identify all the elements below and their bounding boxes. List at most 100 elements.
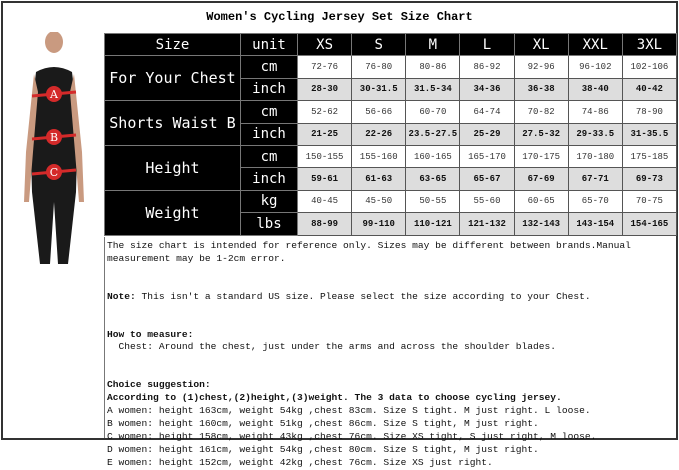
page-title: Women's Cycling Jersey Set Size Chart [206,10,473,24]
value-cell: 143-154 [567,212,623,236]
model-head [45,32,63,53]
chart-frame [1,1,678,440]
marker-c: C [31,164,77,180]
how-to-measure-text: Chest: Around the chest, just under the … [107,341,557,353]
svg-text:B: B [50,131,58,144]
value-cell: 30-31.5 [351,77,407,102]
value-cell: 80-86 [405,55,461,79]
value-cell: 70-82 [513,100,569,124]
unit-cell: kg [240,189,298,214]
value-cell: 88-99 [296,212,353,236]
value-cell: 67-69 [513,167,569,191]
value-cell: 170-180 [567,144,623,169]
value-cell: 102-106 [621,55,678,79]
value-cell: 67-71 [567,167,623,191]
note-text: This isn't a standard US size. Please se… [135,290,591,302]
example-line: D women: height 161cm, weight 54kg ,ches… [107,443,539,455]
value-cell: 110-121 [405,212,461,236]
header-unit: unit [240,32,298,57]
value-cell: 34-36 [459,77,515,102]
choice-rule: According to (1)chest,(2)height,(3)weigh… [107,392,562,404]
value-cell: 150-155 [296,144,353,169]
value-cell: 31-35.5 [621,122,678,146]
value-cell: 132-143 [513,212,569,236]
value-cell: 99-110 [351,212,407,236]
measure-label: For Your Chest [104,55,241,102]
value-cell: 96-102 [567,55,623,79]
value-cell: 40-42 [621,77,678,102]
table-row: Weight kg 40-45 45-50 50-55 55-60 60-65 65-70 70… [104,189,678,236]
value-cell: 31.5-34 [405,77,461,102]
example-line: C women: height 158cm, weight 43kg ,ches… [107,430,597,442]
unit-cell: cm [240,55,298,79]
value-cell: 23.5-27.5 [405,122,461,146]
unit-cell: inch [240,122,298,146]
value-cell: 55-60 [459,189,515,214]
marker-a: A [31,86,77,102]
value-cell: 175-185 [621,144,678,169]
model-figure: A B C [24,32,84,264]
svg-text:A: A [49,88,59,101]
value-cell: 21-25 [296,122,353,146]
unit-cell: inch [240,77,298,102]
value-cell: 59-61 [296,167,353,191]
value-cell: 40-45 [296,189,353,214]
value-cell: 28-30 [296,77,353,102]
example-line: B women: height 160cm, weight 51kg ,ches… [107,417,539,429]
value-cell: 60-70 [405,100,461,124]
unit-cell: cm [240,144,298,169]
header-size: Size [104,32,241,57]
value-cell: 45-50 [351,189,407,214]
example-line: E women: height 152cm, weight 42kg ,ches… [107,456,493,468]
value-cell: 52-62 [296,100,353,124]
svg-text:C: C [50,166,58,179]
unit-cell: cm [240,100,298,124]
value-cell: 65-70 [567,189,623,214]
value-cell: 165-170 [459,144,515,169]
measure-label: Shorts Waist B [104,100,241,146]
header-size-l: L [459,32,515,57]
table-row: inch 21-25 22-26 23.5-27.5 25-29 27.5-32 29-33… [105,122,678,146]
header-size-m: M [405,32,461,57]
value-cell: 61-63 [351,167,407,191]
value-cell: 27.5-32 [513,122,569,146]
value-cell: 36-38 [513,77,569,102]
value-cell: 63-65 [405,167,461,191]
value-cell: 155-160 [351,144,407,169]
value-cell: 78-90 [621,100,678,124]
value-cell: 65-67 [459,167,515,191]
value-cell: 154-165 [621,212,678,236]
header-size-s: S [351,32,407,57]
value-cell: 160-165 [405,144,461,169]
notes-section: The size chart is intended for reference… [104,237,677,468]
table-row: Height cm 150-155 155-160 160-165 165-170 170-… [104,144,678,191]
value-cell: 29-33.5 [567,122,623,146]
value-cell: 25-29 [459,122,515,146]
measure-label: Weight [104,189,241,236]
value-cell: 72-76 [296,55,353,79]
header-size-3xl: 3XL [621,32,678,57]
value-cell: 92-96 [513,55,569,79]
value-cell: 86-92 [459,55,515,79]
header-size-xxl: XXL [567,32,623,57]
note-line: Note: This isn't a standard US size. Ple… [107,291,677,304]
value-cell: 74-86 [567,100,623,124]
table-row: lbs 88-99 99-110 110-121 121-132 132-143 143-1… [105,212,678,236]
table-row: For Your Chest cm 72-76 76-80 80-86 86-92 92-9… [104,55,678,102]
value-cell: 56-66 [351,100,407,124]
value-cell: 38-40 [567,77,623,102]
size-table: Size unit XS S M L XL XXL 3XL For Your Chest cm 72-… [104,32,678,236]
value-cell: 64-74 [459,100,515,124]
value-cell: 60-65 [513,189,569,214]
value-cell: 121-132 [459,212,515,236]
header-size-xs: XS [296,32,353,57]
table-row: inch 28-30 30-31.5 31.5-34 34-36 36-38 38-40 40… [105,77,678,102]
note-label: Note: [107,290,136,302]
value-cell: 76-80 [351,55,407,79]
disclaimer-text: The size chart is intended for reference… [107,240,637,264]
model-arms [24,74,84,202]
choice-heading: Choice suggestion: [107,379,211,391]
value-cell: 170-175 [513,144,569,169]
measure-label: Height [104,144,241,191]
